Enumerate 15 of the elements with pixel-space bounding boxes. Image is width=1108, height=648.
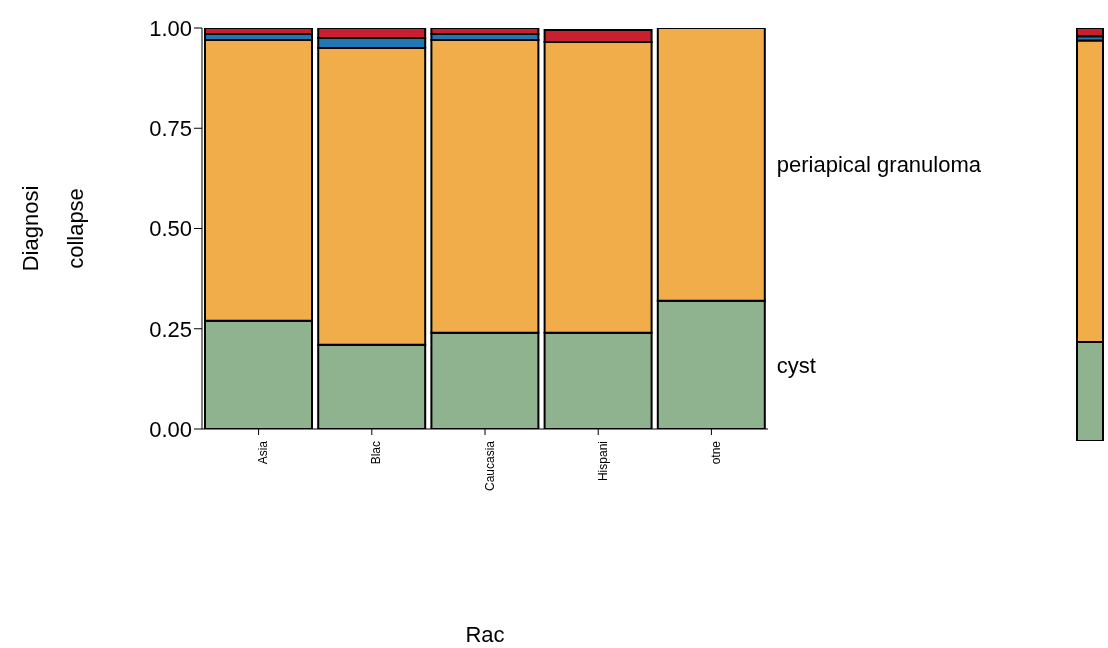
y-tick-label: 0.00 [149, 416, 192, 442]
x-tick-label: Caucasia [482, 440, 497, 492]
x-axis-title: Rac [465, 622, 505, 647]
x-tick-label: Asia [256, 440, 271, 465]
y-tick-label: 0.25 [149, 316, 192, 342]
y-tick-label: 1.00 [149, 15, 192, 41]
x-tick-label: Blac [369, 441, 384, 465]
bar [1076, 28, 1104, 38]
y-tick-label: 0.75 [149, 116, 192, 142]
series-label: cyst [776, 352, 816, 378]
y-axis-title: Diagnosi collapse [18, 185, 88, 272]
x-tick-label: otne [708, 440, 723, 465]
y-tick-label: 0.50 [149, 216, 192, 242]
x-tick-label: Hispani [595, 441, 610, 482]
series-label: periapical granuloma [776, 152, 982, 178]
